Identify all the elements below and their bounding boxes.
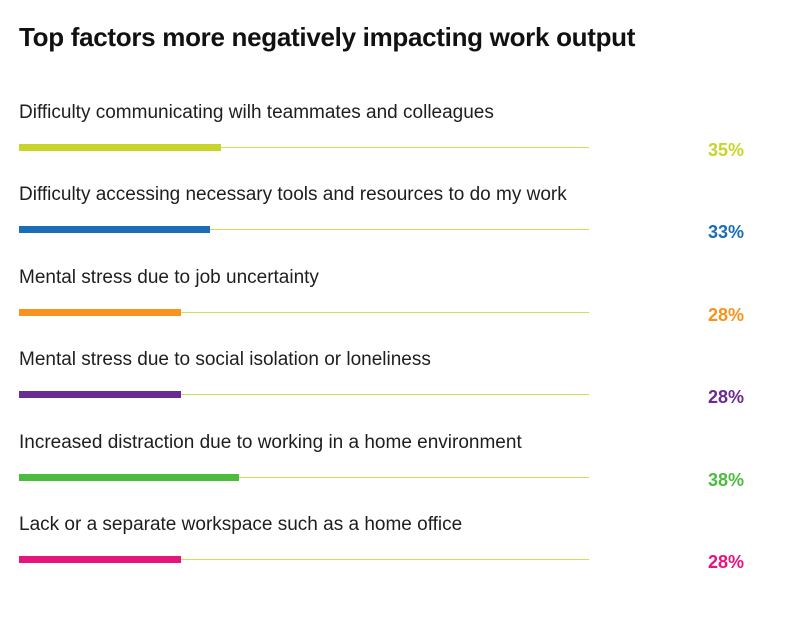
value-label: 35% (707, 140, 744, 160)
value-label: 38% (707, 469, 744, 490)
value-label: 28% (707, 387, 744, 408)
category-label: Difficulty accessing necessary tools and… (19, 184, 567, 206)
chart-row: Mental stress due to job uncertainty 28% (0, 267, 804, 349)
bar (19, 473, 239, 481)
value-label: 33% (707, 222, 744, 243)
chart-row: Mental stress due to social isolation or… (0, 349, 804, 431)
bar (19, 226, 210, 234)
bar-track (19, 476, 589, 478)
bar (19, 308, 181, 316)
bar (19, 556, 181, 563)
chart-row: Increased distraction due to working in … (0, 432, 804, 514)
bar (19, 391, 181, 399)
category-label: Mental stress due to job uncertainty (19, 266, 319, 288)
category-label: Difficulty communicating wilh teammates … (19, 102, 494, 123)
value-label: 28% (707, 304, 744, 325)
bar-track (19, 229, 589, 231)
chart-title: Top factors more negatively impacting wo… (19, 22, 636, 52)
chart-row: Difficulty communicating wilh teammates … (0, 102, 804, 184)
bar-track (19, 147, 589, 148)
category-label: Mental stress due to social isolation or… (19, 349, 431, 371)
bar (19, 144, 222, 151)
category-label: Lack or a separate workspace such as a h… (19, 514, 463, 535)
value-label: 28% (707, 552, 744, 572)
chart-row: Lack or a separate workspace such as a h… (0, 514, 804, 596)
bar-track (19, 559, 589, 560)
bar-track (19, 311, 589, 313)
chart-row: Difficulty accessing necessary tools and… (0, 184, 804, 266)
category-label: Increased distraction due to working in … (19, 431, 522, 453)
bar-track (19, 394, 589, 396)
